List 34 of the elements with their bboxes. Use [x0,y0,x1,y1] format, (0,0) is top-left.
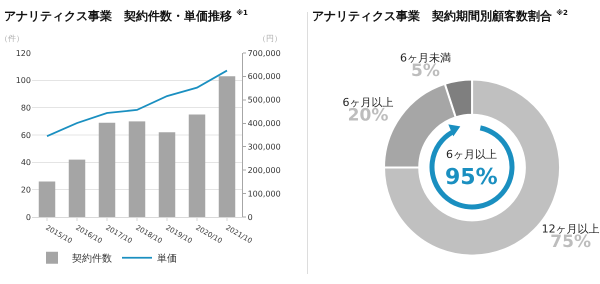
text: 95% [445,165,498,190]
bar [38,181,56,217]
y-tick-label: 100 [16,76,31,86]
legend-label: 契約件数 [72,252,112,265]
bar [218,76,236,217]
slice-label: 12ヶ月以上 [542,222,600,236]
y2-tick-label: 100,000 [248,189,281,198]
y-tick-label: 20 [20,185,31,194]
slice-label: 6ヶ月未満 [400,52,451,65]
chart-title: アナリティクス事業 契約件数・単価推移 $^{※1}$ [4,8,248,25]
y-tick-label: 80 [20,103,31,112]
bar [128,121,146,217]
y2-tick-label: 0 [248,212,253,222]
y2-tick-label: 200,000 [248,166,281,175]
y2-tick-label: 300,000 [248,142,281,152]
y-tick-label: 0 [26,212,31,222]
bar [68,160,86,217]
y-tick-label: 120 [16,48,31,58]
y-tick-label: 60 [20,130,31,140]
bar [158,132,176,217]
y2-tick-label: 400,000 [248,119,281,128]
bar [98,122,116,217]
y-tick-label: 40 [20,158,31,168]
y2-tick-label: 500,000 [248,96,281,105]
chart-title: アナリティクス事業 契約期間別顧客数割合 $^{※2}$ [312,8,568,25]
legend-label: 単価 [157,254,177,265]
y-axis-title: （件） [0,34,24,43]
bar [188,114,206,217]
y2-tick-label: 600,000 [248,72,281,82]
line-series [46,70,228,138]
slice-label: 6ヶ月以上 [342,96,394,110]
y2-tick-label: 700,000 [248,48,281,58]
text: 6ヶ月以上 [446,148,497,161]
y2-axis-title: （円） [258,34,282,43]
